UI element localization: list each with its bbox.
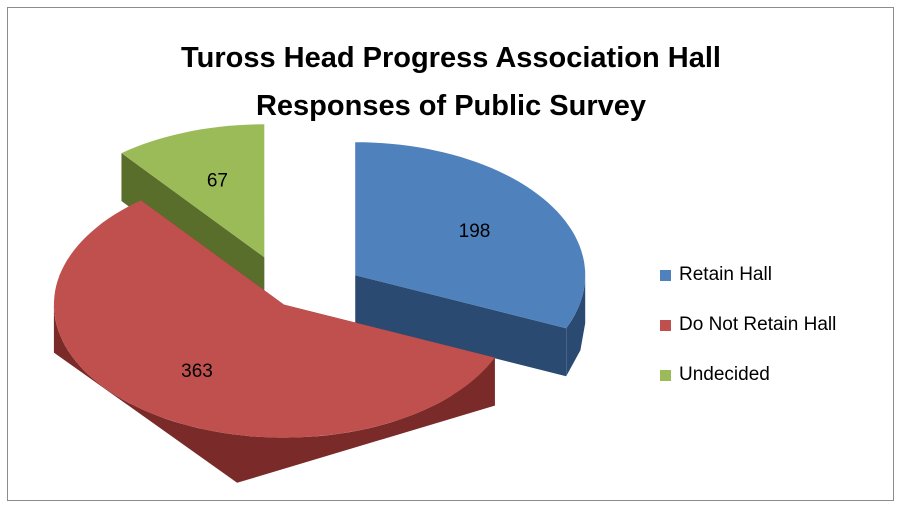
data-label-retain-hall: 198 [459, 221, 491, 242]
legend-item-undecided: Undecided [660, 362, 836, 388]
legend-label-undecided: Undecided [679, 364, 770, 385]
data-labels: 198 363 67 [181, 170, 490, 382]
data-label-undecided: 67 [207, 170, 228, 191]
chart-title-line-2: Responses of Public Survey [255, 90, 646, 122]
slice-retain-hall [355, 275, 586, 377]
legend-label-do-not-retain-hall: Do Not Retain Hall [679, 314, 837, 335]
slice-top-retain-hall [355, 142, 586, 329]
legend-item-retain-hall: Retain Hall [660, 262, 836, 288]
legend-swatch-do-not-retain-hall [660, 319, 671, 331]
legend-label-retain-hall: Retain Hall [679, 264, 772, 285]
legend: Retain Hall Do Not Retain Hall Undecided [660, 262, 836, 412]
data-label-do-not-retain-hall: 363 [181, 361, 213, 382]
slice-top-undecided [121, 124, 265, 258]
legend-swatch-retain-hall [660, 269, 671, 281]
slice-wall-retain-hall-1 [355, 275, 567, 377]
slice-top-do-not-retain-hall [53, 200, 495, 438]
slice-side-do-not-retain-hall [53, 304, 495, 483]
legend-swatch-undecided [660, 369, 671, 381]
slice-side-retain-hall [566, 275, 586, 377]
pie-tops [53, 124, 586, 438]
chart-title-line-1: Tuross Head Progress Association Hall [181, 42, 721, 74]
legend-item-do-not-retain-hall: Do Not Retain Hall [660, 312, 836, 338]
